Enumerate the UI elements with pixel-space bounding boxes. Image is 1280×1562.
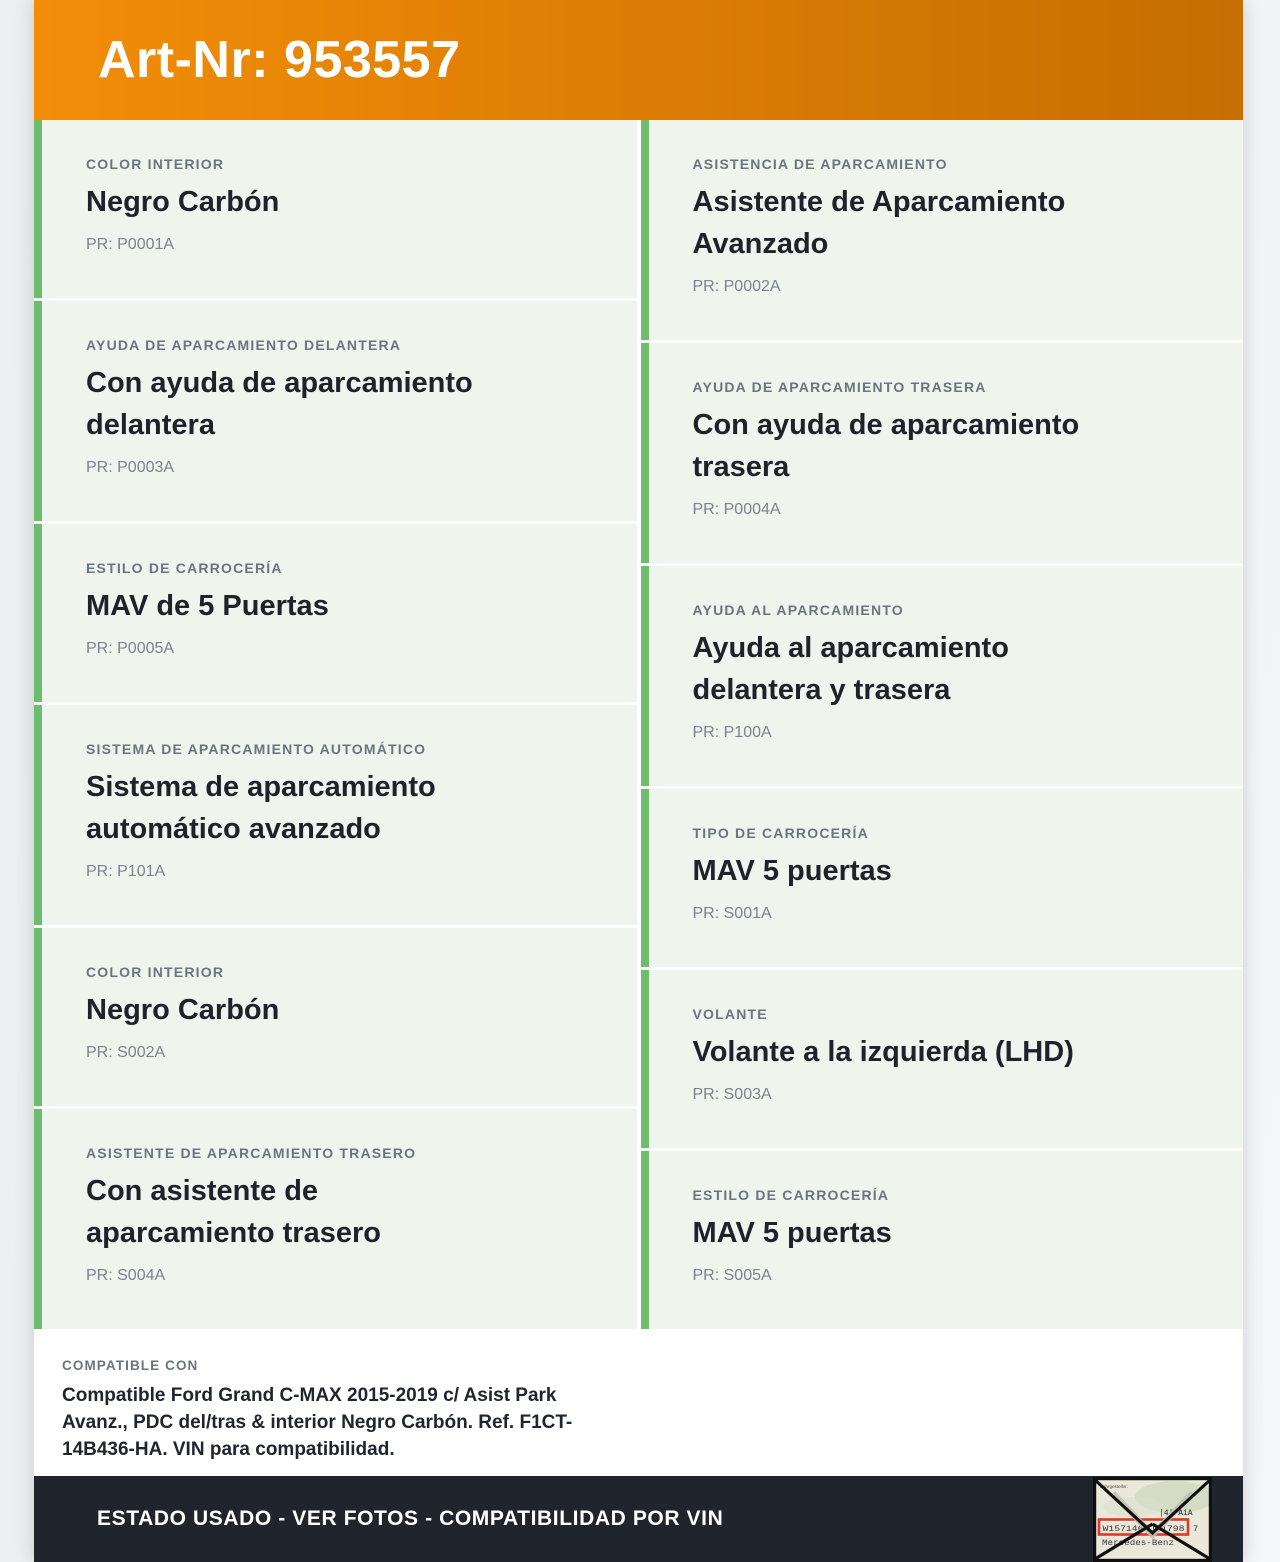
attribute-value-line: automático avanzado <box>86 813 381 845</box>
attributes-column-right: ASISTENCIA DE APARCAMIENTO Asistente de … <box>640 120 1243 1329</box>
attribute-label: AYUDA AL APARCAMIENTO <box>692 602 904 618</box>
listing-page: Art-Nr: 953557 COLOR INTERIOR Negro Carb… <box>34 0 1243 1562</box>
envelope-icon <box>1093 1477 1212 1562</box>
attribute-value-line: Con asistente de <box>86 1175 319 1207</box>
pr-code: PR: P100A <box>692 724 772 741</box>
attribute-card: ESTILO DE CARROCERÍA MAV 5 puertas PR: S… <box>640 1151 1243 1329</box>
brand-text: Mercedes-Benz <box>1102 1538 1174 1548</box>
footer-bar: ESTADO USADO - VER FOTOS - COMPATIBILIDA… <box>34 1476 1243 1562</box>
attribute-card: ESTILO DE CARROCERÍA MAV de 5 Puertas PR… <box>34 524 637 702</box>
pr-code: PR: P0003A <box>86 459 175 476</box>
pr-code: PR: P101A <box>86 863 166 880</box>
attribute-value-line: Volante a la izquierda (LHD) <box>692 1036 1074 1068</box>
attributes-column-left: COLOR INTERIOR Negro Carbón PR: P0001A A… <box>34 120 637 1473</box>
attribute-label: AYUDA DE APARCAMIENTO DELANTERA <box>86 337 402 353</box>
attribute-value: MAV de 5 Puertas <box>86 585 597 627</box>
attribute-label: ESTILO DE CARROCERÍA <box>692 1187 890 1203</box>
attribute-value-line: Con ayuda de aparcamiento <box>692 409 1080 441</box>
attribute-value-line: Sistema de aparcamiento <box>86 771 436 803</box>
attribute-value: Con asistente de aparcamiento trasero <box>86 1170 597 1254</box>
vin-suffix-text: 7 <box>1193 1524 1198 1534</box>
attribute-card: ASISTENCIA DE APARCAMIENTO Asistente de … <box>640 120 1243 340</box>
compatibility-text-line: Avanz., PDC del/tras & interior Negro Ca… <box>62 1412 573 1433</box>
attribute-card: SISTEMA DE APARCAMIENTO AUTOMÁTICO Siste… <box>34 705 637 925</box>
attribute-value: Negro Carbón <box>86 989 597 1031</box>
attribute-value-line: delantera <box>86 409 215 441</box>
pr-code: PR: P0004A <box>692 501 781 518</box>
attribute-label: ESTILO DE CARROCERÍA <box>86 560 283 576</box>
article-number-title: Art-Nr: 953557 <box>98 31 461 89</box>
attribute-label: COLOR INTERIOR <box>86 156 225 172</box>
attribute-value: Sistema de aparcamiento automático avanz… <box>86 766 597 850</box>
attribute-card: AYUDA DE APARCAMIENTO DELANTERA Con ayud… <box>34 301 637 521</box>
attribute-label: ASISTENCIA DE APARCAMIENTO <box>692 156 948 172</box>
attribute-label: VOLANTE <box>692 1006 768 1022</box>
attribute-value-line: trasera <box>692 451 790 483</box>
pr-code: PR: S001A <box>692 905 772 922</box>
attribute-label: ASISTENTE DE APARCAMIENTO TRASERO <box>86 1145 417 1161</box>
pr-code: PR: S004A <box>86 1267 166 1284</box>
attribute-value: Con ayuda de aparcamiento trasera <box>693 404 1204 488</box>
footer-message: ESTADO USADO - VER FOTOS - COMPATIBILIDA… <box>97 1507 724 1530</box>
attribute-card: AYUDA AL APARCAMIENTO Ayuda al aparcamie… <box>640 566 1243 786</box>
attribute-label: SISTEMA DE APARCAMIENTO AUTOMÁTICO <box>86 741 427 757</box>
attribute-value: MAV 5 puertas <box>693 850 1204 892</box>
attribute-value-line: MAV de 5 Puertas <box>86 590 329 622</box>
attribute-card: COLOR INTERIOR Negro Carbón PR: S002A <box>34 928 637 1106</box>
attribute-value-line: Asistente de Aparcamiento <box>692 186 1066 218</box>
attribute-value: Volante a la izquierda (LHD) <box>693 1031 1204 1073</box>
pr-code: PR: S002A <box>86 1044 166 1061</box>
attribute-card: AYUDA DE APARCAMIENTO TRASERA Con ayuda … <box>640 343 1243 563</box>
vin-highlight-box <box>1097 1518 1190 1536</box>
attribute-value: MAV 5 puertas <box>693 1212 1204 1254</box>
attribute-card: ASISTENTE DE APARCAMIENTO TRASERO Con as… <box>34 1109 637 1329</box>
attribute-value-line: MAV 5 puertas <box>692 1217 892 1249</box>
pr-code: PR: S003A <box>692 1086 772 1103</box>
attribute-value: Asistente de Aparcamiento Avanzado <box>693 181 1204 265</box>
attribute-value-line: MAV 5 puertas <box>692 855 892 887</box>
attribute-label: COLOR INTERIOR <box>86 964 225 980</box>
compatibility-text-line: Compatible Ford Grand C-MAX 2015-2019 c/… <box>62 1385 557 1406</box>
compatibility-text: Compatible Ford Grand C-MAX 2015-2019 c/… <box>62 1382 607 1463</box>
attribute-card: VOLANTE Volante a la izquierda (LHD) PR:… <box>640 970 1243 1148</box>
attribute-value-line: Avanzado <box>692 228 829 260</box>
attribute-value: Con ayuda de aparcamiento delantera <box>86 362 597 446</box>
attribute-value: Negro Carbón <box>86 181 597 223</box>
pr-code: PR: P0001A <box>86 236 175 253</box>
fahrgestellnr-text: Fahrgestellnr. <box>1100 1484 1128 1489</box>
attribute-card: COLOR INTERIOR Negro Carbón PR: P0001A <box>34 120 637 298</box>
attribute-card: TIPO DE CARROCERÍA MAV 5 puertas PR: S00… <box>640 789 1243 967</box>
attribute-value-line: Negro Carbón <box>86 994 280 1026</box>
attribute-value-line: delantera y trasera <box>692 674 951 706</box>
attribute-label: TIPO DE CARROCERÍA <box>692 825 869 841</box>
compatibility-text-line: 14B436-HA. VIN para compatibilidad. <box>62 1439 395 1460</box>
compatibility-label: COMPATIBLE CON <box>62 1358 199 1373</box>
compatibility-card: COMPATIBLE CON Compatible Ford Grand C-M… <box>34 1335 637 1473</box>
pr-code: PR: P0002A <box>692 278 781 295</box>
attribute-value-line: Negro Carbón <box>86 186 280 218</box>
attribute-value-line: Ayuda al aparcamiento <box>692 632 1009 664</box>
attribute-value-line: Con ayuda de aparcamiento <box>86 367 473 399</box>
pr-code: PR: S005A <box>692 1267 772 1284</box>
pr-code: PR: P0005A <box>86 640 175 657</box>
attributes-grid: COLOR INTERIOR Negro Carbón PR: P0001A A… <box>34 120 1243 1473</box>
article-number-header: Art-Nr: 953557 <box>34 0 1243 120</box>
attribute-value: Ayuda al aparcamiento delantera y traser… <box>693 627 1204 711</box>
attribute-value-line: aparcamiento trasero <box>86 1217 381 1249</box>
vin-envelope-thumbnail: Fahrgestellnr. |4| AiA W1571463J31798 7 … <box>1093 1477 1212 1562</box>
attribute-label: AYUDA DE APARCAMIENTO TRASERA <box>692 379 987 395</box>
